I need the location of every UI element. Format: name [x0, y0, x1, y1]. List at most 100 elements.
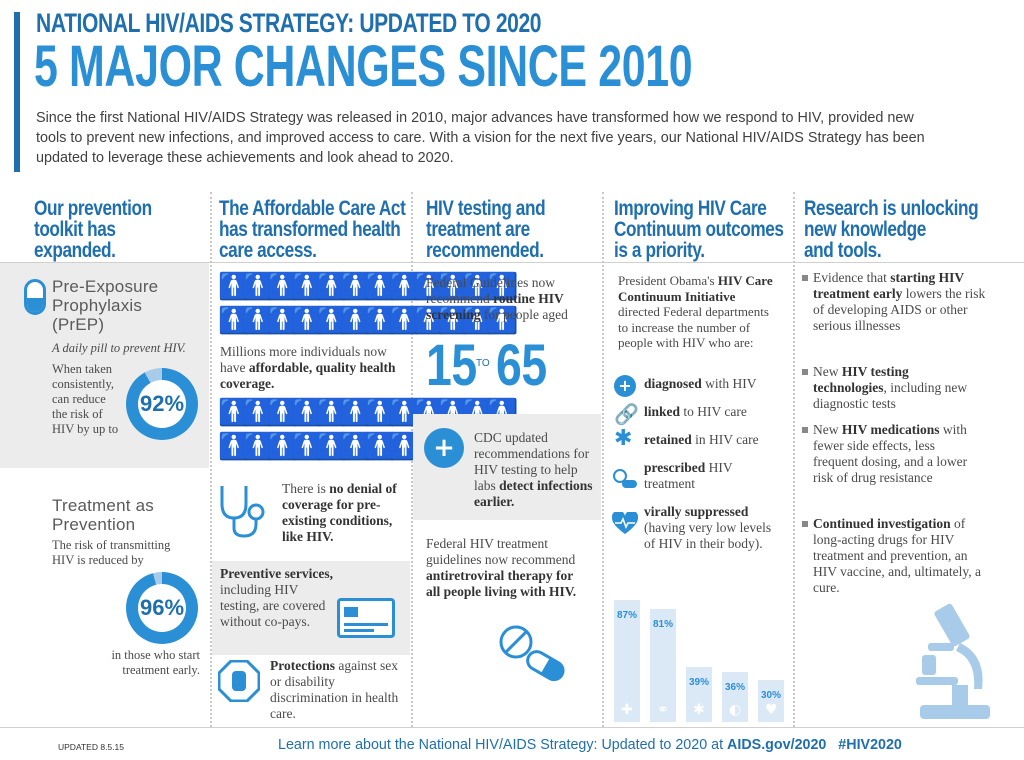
- continuum-item-bold: diagnosed: [644, 376, 702, 391]
- pill-icon: [612, 468, 638, 490]
- denial-text-pre: There is: [282, 481, 330, 496]
- continuum-bar: [722, 671, 748, 722]
- guidelines-text: Federal Guidelines now recommend routine…: [426, 275, 581, 323]
- bullet-post: with fewer side effects, less frequent d…: [813, 422, 968, 485]
- coverage-text-bold: affordable, quality health coverage.: [220, 360, 396, 391]
- prep-value: 92%: [138, 380, 186, 428]
- continuum-item: retained in HIV care: [644, 432, 759, 448]
- guidelines-text-bold: routine HIV screening: [426, 291, 564, 322]
- medical-star-icon: ✱: [614, 426, 633, 451]
- bullet-bold: HIV testing technologies: [813, 364, 909, 395]
- continuum-bar-icon: ✚: [621, 702, 633, 718]
- bullet-pre: New: [813, 422, 842, 437]
- footer-link[interactable]: AIDS.gov/2020: [727, 737, 827, 753]
- denial-text: There is no denial of coverage for pre-e…: [282, 481, 402, 545]
- prep-title: Pre-Exposure Prophylaxis (PrEP): [52, 277, 158, 334]
- heart-icon: [611, 510, 639, 536]
- page-title: 5 MAJOR CHANGES SINCE 2010: [34, 34, 693, 99]
- prep-title-line: Prophylaxis: [52, 296, 143, 315]
- bullet-bold: HIV medications: [841, 422, 940, 437]
- heading-line: Continuum outcomes: [614, 218, 784, 241]
- cdc-text-bold: detect infections earlier.: [474, 478, 593, 509]
- continuum-heading: Improving HIV Care Continuum outcomes is…: [614, 198, 784, 261]
- continuum-intro-post: directed Federal departments to increase…: [618, 304, 769, 350]
- protections-text: Protections against sex or disability di…: [270, 658, 405, 722]
- tap-value: 96%: [138, 584, 186, 632]
- capsule-icon: [24, 279, 46, 315]
- tap-donut-chart: 96%: [126, 572, 198, 644]
- bullet-post: of long-acting drugs for HIV treatment a…: [813, 516, 981, 595]
- intro-text: Since the first National HIV/AIDS Strate…: [36, 110, 925, 166]
- guidelines-text-post: for people aged: [480, 307, 568, 322]
- prep-text-line: When taken: [52, 362, 113, 376]
- stop-hand-icon: [217, 659, 261, 703]
- continuum-item: diagnosed with HIV: [644, 376, 757, 392]
- denial-text-post: like HIV.: [282, 529, 334, 544]
- research-bullet: New HIV testing technologies, including …: [813, 364, 978, 412]
- tap-text: The risk of transmitting HIV is reduced …: [52, 538, 170, 568]
- preventive-text: Preventive services, including HIV testi…: [220, 566, 340, 630]
- continuum-item: prescribed HIV treatment: [644, 460, 754, 492]
- footer-learn-more: Learn more about the National HIV/AIDS S…: [278, 737, 902, 753]
- bullet-marker: [802, 427, 808, 433]
- tap-after-text: in those who start treatment early.: [80, 648, 200, 678]
- continuum-item-text: to HIV care: [680, 404, 747, 419]
- denial-text-bold: no denial of coverage for pre-existing c…: [282, 481, 397, 528]
- heading-line: new knowledge: [804, 218, 926, 241]
- footer-divider: [0, 727, 1024, 728]
- heading-line: Research is unlocking: [804, 197, 979, 220]
- cdc-text: CDC updated recommendations for HIV test…: [474, 430, 594, 510]
- guidelines-text-pre: Federal Guidelines now recommend: [426, 275, 555, 306]
- footer-hashtag: #HIV2020: [838, 737, 902, 753]
- column-divider: [602, 192, 604, 727]
- continuum-item: virally suppressed (having very low leve…: [644, 504, 779, 552]
- age-range: 15 TO 65: [426, 333, 547, 398]
- continuum-bar-icon: ◐: [729, 702, 742, 718]
- continuum-item-text: (having very low levels of HIV in their …: [644, 520, 772, 551]
- prep-title-line: Pre-Exposure: [52, 277, 159, 296]
- continuum-intro: President Obama's HIV Care Continuum Ini…: [618, 273, 778, 351]
- people-icons: 🚹🚹🚹🚹🚹🚹🚹🚹🚹🚹🚹🚹: [218, 306, 518, 336]
- bullet-bold: Continued investigation: [813, 516, 951, 531]
- continuum-intro-pre: President Obama's: [618, 273, 718, 288]
- bullet-post: lowers the risk of developing AIDS or ot…: [813, 286, 986, 333]
- testing-heading: HIV testing and treatment are recommende…: [426, 197, 546, 261]
- age-to: 65: [496, 333, 547, 398]
- heading-line: The Affordable Care Act: [219, 197, 406, 220]
- tap-after-line: treatment early.: [122, 663, 200, 677]
- research-bullet: Evidence that starting HIV treatment ear…: [813, 270, 988, 334]
- preventive-text-body: including HIV testing, are covered witho…: [220, 582, 326, 629]
- continuum-item-text: with HIV: [701, 376, 757, 391]
- prep-text-line: HIV by up to: [52, 422, 119, 436]
- heading-line: HIV testing and: [426, 197, 546, 220]
- prep-text: When taken consistently, can reduce the …: [52, 362, 118, 437]
- column-divider: [210, 192, 212, 727]
- age-from: 15: [426, 333, 477, 398]
- continuum-item-bold: prescribed: [644, 460, 706, 475]
- preventive-text-bold: Preventive services,: [220, 566, 333, 581]
- continuum-item-bold: virally suppressed: [644, 504, 749, 519]
- research-bullet: New HIV medications with fewer side effe…: [813, 422, 978, 486]
- tap-after-line: in those who start: [111, 648, 200, 662]
- prep-donut-chart: 92%: [126, 368, 198, 440]
- continuum-bar: [650, 608, 676, 722]
- bullet-pre: New: [813, 364, 842, 379]
- tap-text-line: The risk of transmitting: [52, 538, 171, 552]
- microscope-icon: [912, 603, 992, 725]
- coverage-text-pre: Millions more individuals now have: [220, 344, 387, 375]
- prep-text-line: consistently,: [52, 377, 115, 391]
- page-subtitle: NATIONAL HIV/AIDS STRATEGY: UPDATED TO 2…: [36, 8, 542, 38]
- bullet-bold: starting HIV treatment early: [813, 270, 964, 301]
- treatment-text-pre: Federal HIV treatment guidelines now rec…: [426, 536, 576, 567]
- bullet-marker: [802, 369, 808, 375]
- continuum-bar: [614, 600, 640, 722]
- protections-text-body: against sex or disability discrimination…: [270, 658, 399, 721]
- updated-date: UPDATED 8.5.15: [58, 742, 124, 752]
- pills-icon: [496, 622, 566, 684]
- footer-learn-text: Learn more about the National HIV/AIDS S…: [278, 737, 728, 753]
- heading-line: Improving HIV Care: [614, 197, 767, 220]
- header: NATIONAL HIV/AIDS STRATEGY: UPDATED TO 2…: [14, 8, 1014, 172]
- heading-line: has transformed health: [219, 218, 401, 241]
- aca-heading: The Affordable Care Act has transformed …: [219, 197, 406, 261]
- heading-line: Our prevention: [34, 197, 152, 220]
